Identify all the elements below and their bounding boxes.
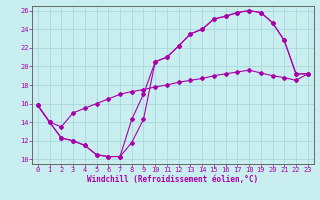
X-axis label: Windchill (Refroidissement éolien,°C): Windchill (Refroidissement éolien,°C) (87, 175, 258, 184)
